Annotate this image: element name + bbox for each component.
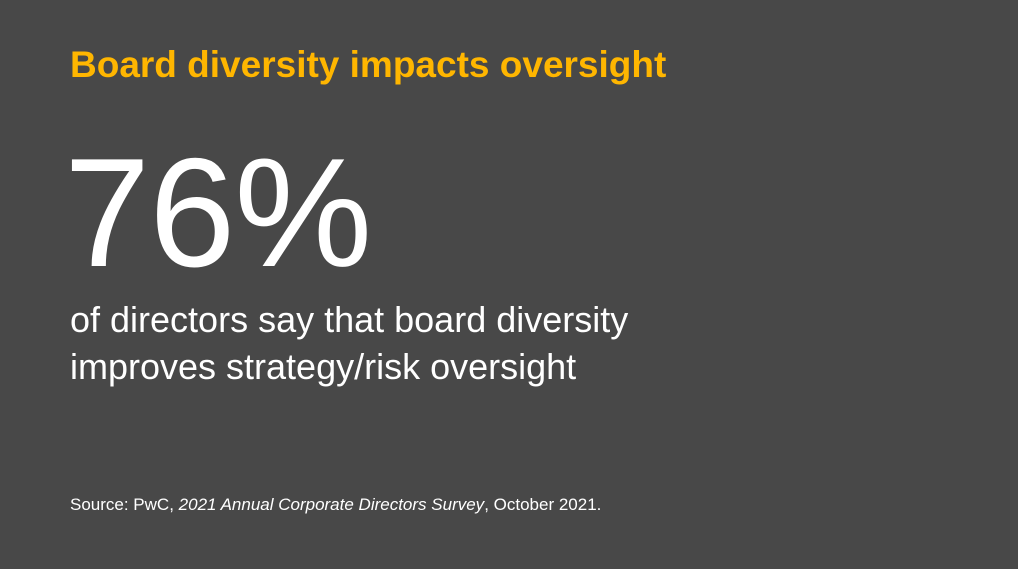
stat-description-line-1: of directors say that board diversity [70,299,629,340]
source-prefix: Source: PwC, [70,495,179,514]
source-suffix: , October 2021. [484,495,602,514]
stat-value: 76% [64,126,372,299]
stat-description-line-2: improves strategy/risk oversight [70,346,577,387]
slide-title: Board diversity impacts oversight [70,44,667,85]
stat-description: of directors say that board diversity im… [70,296,628,390]
source-citation: Source: PwC, 2021 Annual Corporate Direc… [70,495,601,515]
source-survey-title: 2021 Annual Corporate Directors Survey [178,495,485,514]
